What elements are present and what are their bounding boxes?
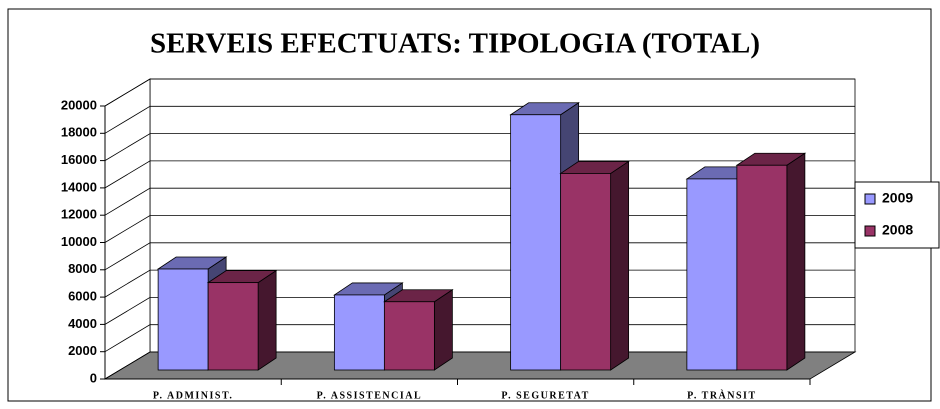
legend-swatch xyxy=(864,193,876,205)
bar xyxy=(206,269,278,371)
y-tick-label: 10000 xyxy=(61,234,97,249)
grid-line xyxy=(104,133,855,161)
y-tick-label: 16000 xyxy=(61,152,97,167)
bar-front xyxy=(560,173,612,371)
bar xyxy=(383,289,454,371)
bar-front xyxy=(333,294,385,371)
bar-side xyxy=(786,152,806,371)
bar xyxy=(735,152,807,371)
legend-label: 2009 xyxy=(882,190,913,206)
y-tick-label: 18000 xyxy=(61,125,97,140)
legend-swatch xyxy=(864,225,876,237)
grid-line xyxy=(104,105,855,134)
bar-front xyxy=(510,114,562,371)
bar-side xyxy=(257,269,277,371)
x-tick-label: P. SEGURETAT xyxy=(501,390,589,401)
bar xyxy=(559,160,630,371)
y-tick-label: 8000 xyxy=(68,261,97,276)
bar-front xyxy=(383,301,435,371)
bar-front xyxy=(207,282,259,371)
x-tick-label: P. TRÀNSIT xyxy=(687,389,756,401)
grid-line xyxy=(104,160,855,189)
legend-box xyxy=(854,181,940,249)
x-tick-label: P. ADMINIST. xyxy=(153,390,234,401)
y-tick-label: 6000 xyxy=(68,289,97,304)
bar-front xyxy=(157,268,209,371)
y-tick-label: 2000 xyxy=(68,343,97,358)
y-tick-label: 12000 xyxy=(61,207,97,222)
bar-front xyxy=(686,178,738,371)
chart-title: SERVEIS EFECTUATS: TIPOLOGIA (TOTAL) xyxy=(150,28,760,60)
y-tick-label: 4000 xyxy=(68,316,97,331)
legend-label: 2008 xyxy=(882,222,913,238)
x-tick-label: P. ASSISTENCIAL xyxy=(317,390,423,401)
bar-side xyxy=(433,289,453,371)
grid-line xyxy=(104,78,855,107)
y-tick-label: 20000 xyxy=(61,97,97,112)
y-tick-label: 0 xyxy=(90,370,97,385)
bar-side xyxy=(610,160,630,371)
bar-front xyxy=(736,164,788,371)
plot-area: 0 2000 4000 6000 8000 10000 12000 14000 16000 180… xyxy=(61,78,857,401)
y-tick-label: 14000 xyxy=(61,179,97,194)
